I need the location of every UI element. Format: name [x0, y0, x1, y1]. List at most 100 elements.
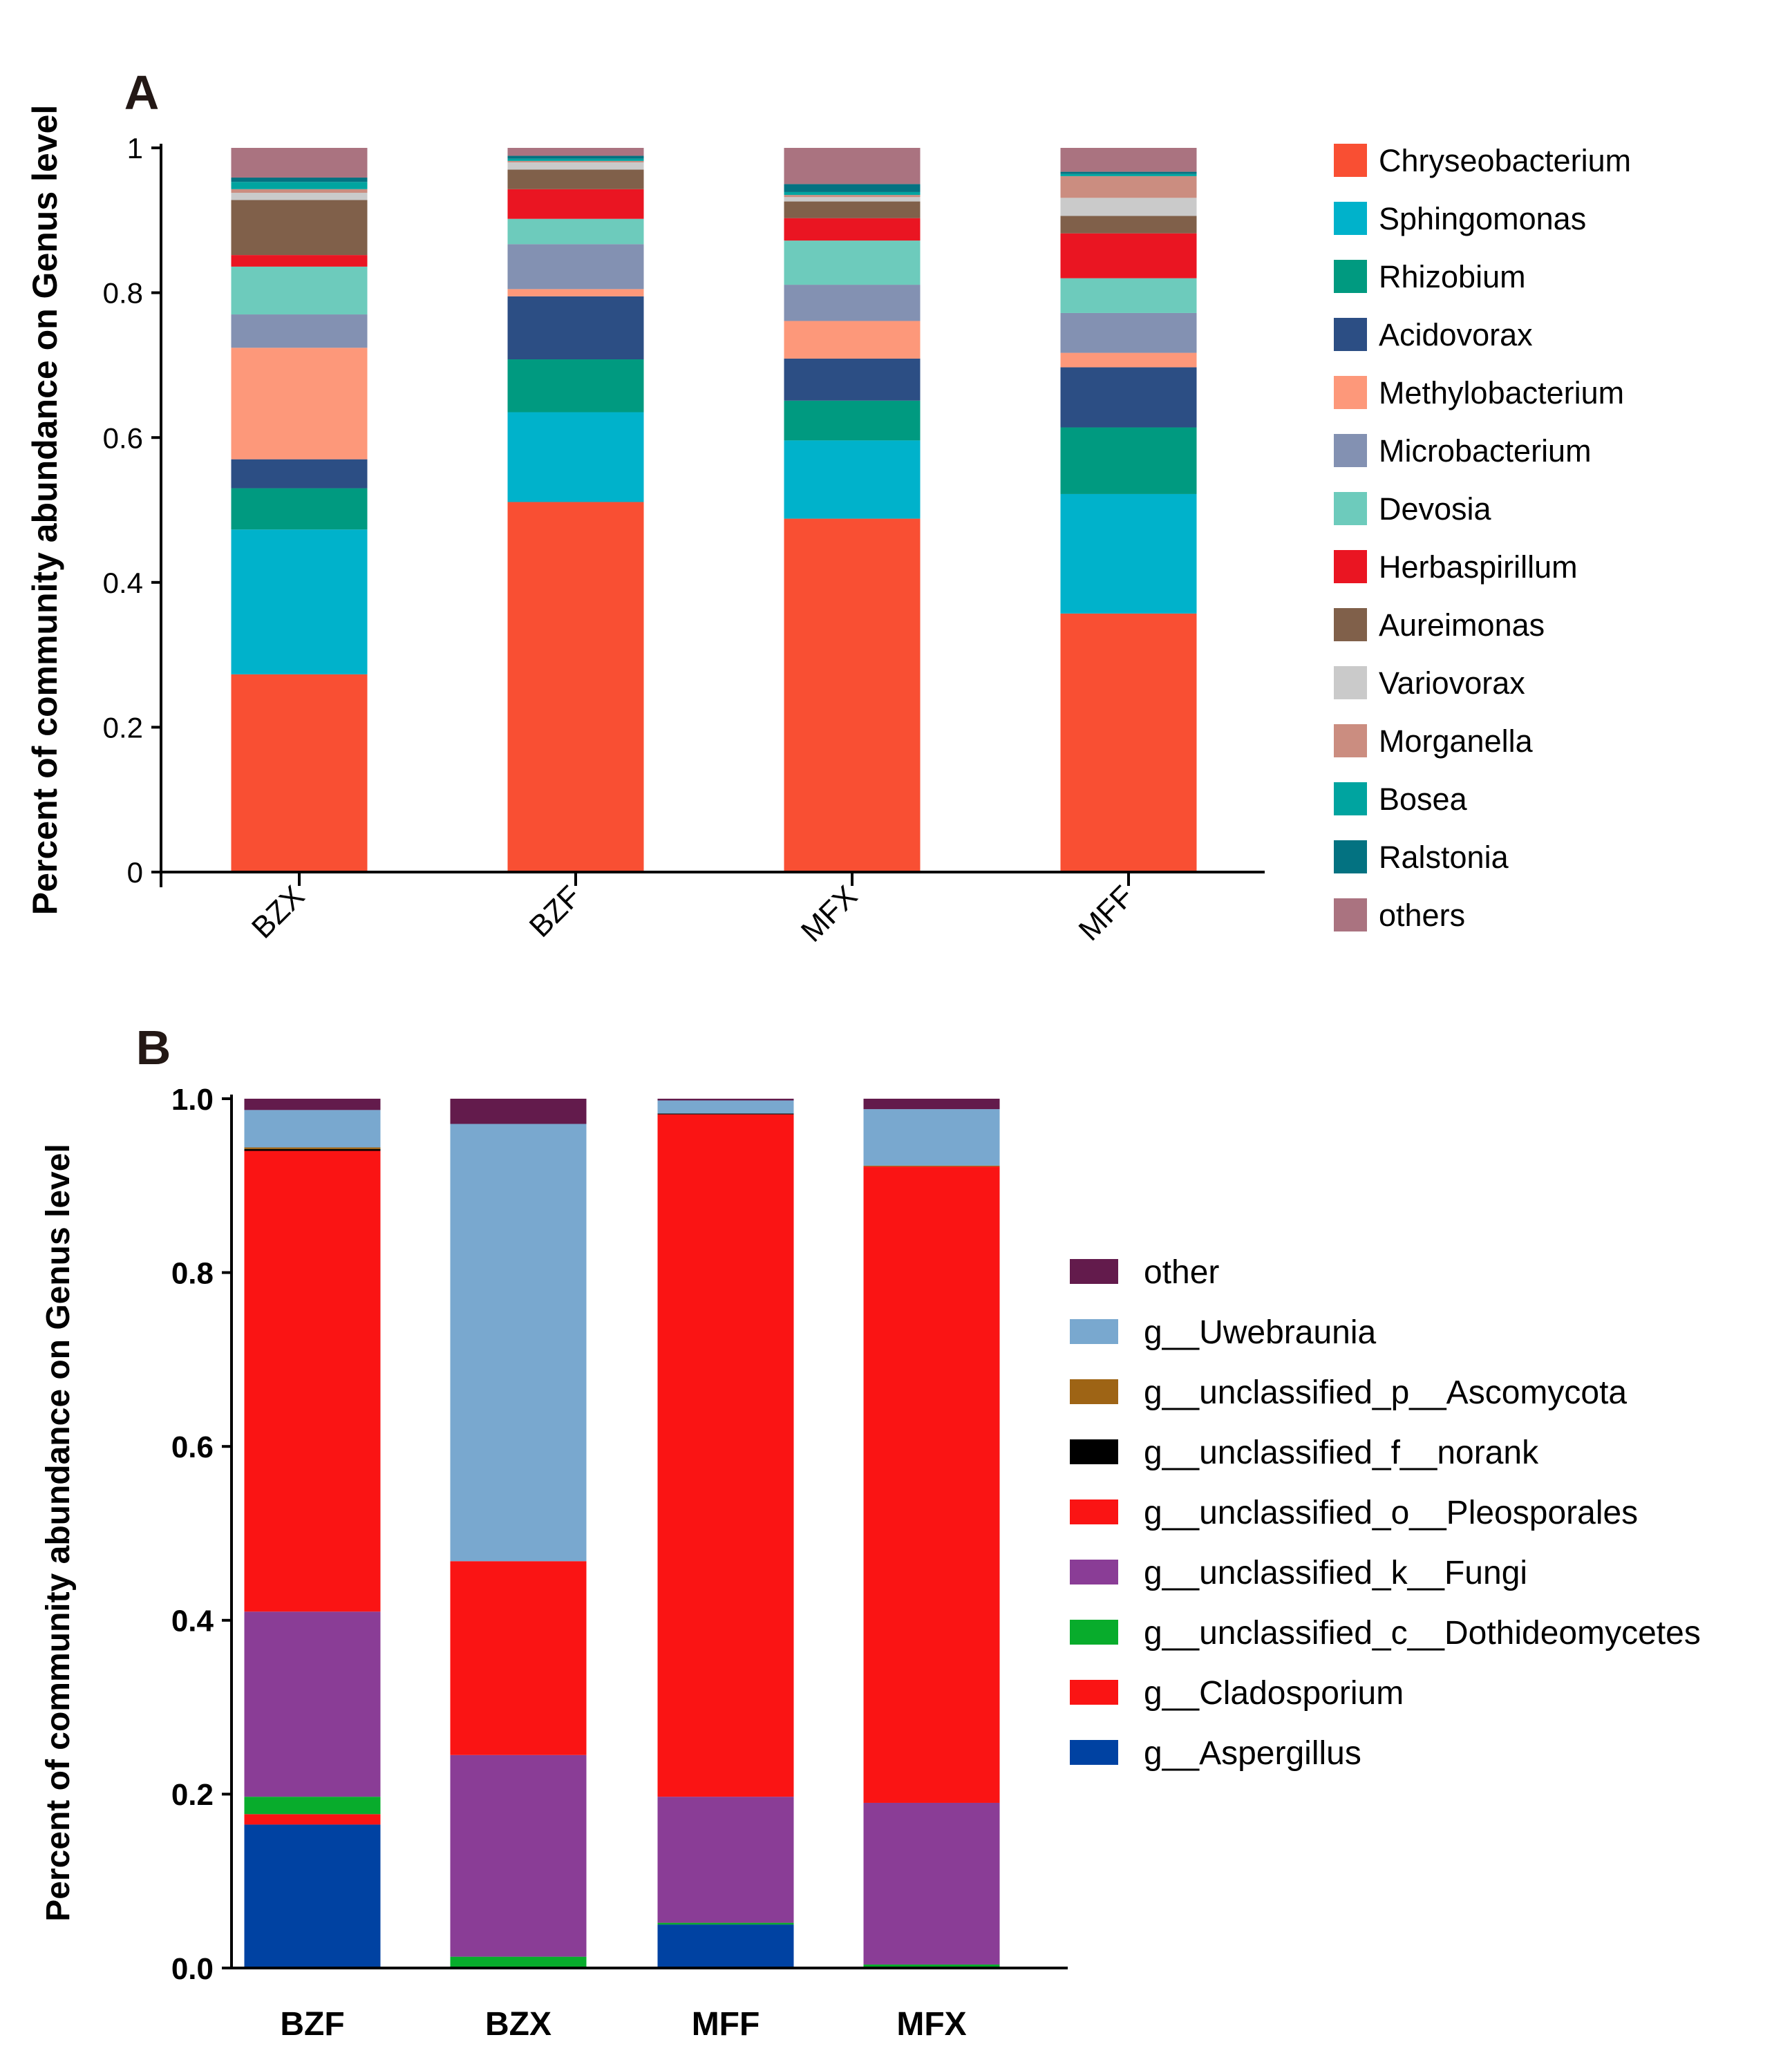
bar-segment-mff-methylobacterium	[1060, 352, 1197, 368]
bar-segment-mfx-other	[863, 1099, 1000, 1110]
bar-segment-bzf-other	[244, 1099, 381, 1110]
legend-swatch-microbacterium	[1334, 434, 1367, 467]
legend-swatch-methylobacterium	[1334, 376, 1367, 409]
legend-swatch-morganella	[1334, 724, 1367, 757]
bar-segment-mff-aureimonas	[1060, 216, 1197, 234]
bar-segment-bzx-bosea	[231, 182, 368, 189]
bar-segment-mff-devosia	[1060, 278, 1197, 313]
bar-segment-bzf-g-unclassified-k-fungi	[244, 1611, 381, 1797]
panel-a: A Percent of community abundance on Genus…	[26, 66, 1631, 949]
legend-label-sphingomonas: Sphingomonas	[1379, 201, 1586, 236]
y-tick-label: 0.4	[103, 567, 143, 599]
bar-segment-mff-acidovorax	[1060, 367, 1197, 428]
bar-segment-bzx-acidovorax	[231, 459, 368, 489]
bar-segment-mfx-devosia	[784, 240, 921, 285]
bar-segment-bzx-sphingomonas	[231, 529, 368, 674]
x-tick-label: MFX	[896, 2006, 966, 2043]
bar-segment-mfx-sphingomonas	[784, 440, 921, 519]
bar-segment-mff-morganella	[1060, 176, 1197, 198]
bar-segment-mfx-rhizobium	[784, 400, 921, 441]
bar-segment-bzx-other	[450, 1099, 587, 1124]
x-tick-label: MFF	[1072, 879, 1140, 947]
legend-label-g-cladosporium: g__Cladosporium	[1144, 1675, 1404, 1712]
y-axis-label: Percent of community abundance on Genus …	[26, 105, 64, 916]
bar-stack-bzf	[507, 148, 644, 872]
bar-segment-mff-g-unclassified-c-dothideomycetes	[657, 1922, 794, 1925]
y-tick-label: 0.2	[171, 1778, 214, 1812]
bar-segment-mff-g-unclassified-f-norank	[657, 1113, 794, 1115]
legend-swatch-variovorax	[1334, 666, 1367, 699]
legend-swatch-other	[1070, 1259, 1118, 1284]
bar-segment-bzf-others	[507, 148, 644, 156]
bar-segment-bzf-g-cladosporium	[244, 1814, 381, 1825]
bar-segment-mff-g-unclassified-k-fungi	[657, 1797, 794, 1923]
legend-swatch-g-unclassified-o-pleosporales	[1070, 1499, 1118, 1524]
legend-label-g-unclassified-k-fungi: g__unclassified_k__Fungi	[1144, 1555, 1527, 1591]
legend-label-others: others	[1379, 898, 1465, 933]
bar-segment-bzf-g-unclassified-p-ascomycota	[244, 1147, 381, 1149]
bar-segment-mfx-morganella	[784, 195, 921, 198]
bar-stack-mfx	[863, 1099, 1000, 1968]
bar-segment-bzx-g-unclassified-k-fungi	[450, 1754, 587, 1957]
bar-segment-mfx-ralstonia	[784, 184, 921, 192]
legend-label-devosia: Devosia	[1379, 491, 1492, 527]
bar-segment-mfx-bosea	[784, 191, 921, 196]
bar-segment-bzf-ralstonia	[507, 155, 644, 159]
bar-segment-mfx-chryseobacterium	[784, 518, 921, 872]
bar-segment-bzx-chryseobacterium	[231, 674, 368, 872]
bar-segment-mff-bosea	[1060, 173, 1197, 176]
legend-label-microbacterium: Microbacterium	[1379, 433, 1592, 469]
bar-segment-bzx-g-uwebraunia	[450, 1124, 587, 1562]
bar-segment-mff-other	[657, 1099, 794, 1101]
bar-segment-mff-others	[1060, 148, 1197, 172]
y-tick-label: 0.6	[171, 1430, 214, 1464]
legend-swatch-others	[1334, 898, 1367, 931]
bar-segment-bzf-rhizobium	[507, 359, 644, 413]
bar-segment-mff-ralstonia	[1060, 171, 1197, 174]
bar-segment-mfx-variovorax	[784, 197, 921, 202]
y-tick-label: 0.8	[171, 1256, 214, 1290]
bar-segment-bzf-g-unclassified-f-norank	[244, 1148, 381, 1151]
bar-segment-mfx-microbacterium	[784, 285, 921, 321]
bar-segment-bzx-rhizobium	[231, 488, 368, 530]
bar-segment-mff-herbaspirillum	[1060, 233, 1197, 278]
legend-swatch-ralstonia	[1334, 840, 1367, 873]
bar-segment-mff-microbacterium	[1060, 312, 1197, 353]
legend-swatch-aureimonas	[1334, 608, 1367, 641]
legend-label-g-unclassified-c-dothideomycetes: g__unclassified_c__Dothideomycetes	[1144, 1615, 1701, 1652]
legend-swatch-herbaspirillum	[1334, 550, 1367, 583]
bar-stack-mff	[657, 1099, 794, 1968]
bar-segment-bzf-devosia	[507, 218, 644, 245]
bar-segment-bzf-g-uwebraunia	[244, 1110, 381, 1148]
bar-segment-mfx-acidovorax	[784, 358, 921, 401]
legend-swatch-g-unclassified-f-norank	[1070, 1439, 1118, 1464]
legend-swatch-sphingomonas	[1334, 202, 1367, 235]
legend-label-acidovorax: Acidovorax	[1379, 317, 1533, 352]
bar-segment-mff-g-unclassified-o-pleosporales	[657, 1114, 794, 1797]
legend: other g__Uwebraunia g__unclassified_p__Asc…	[1070, 1254, 1701, 1772]
x-tick-label: BZF	[523, 879, 587, 943]
panel-b: B Percent of community abundance on Genus…	[40, 1021, 1701, 2043]
bar-segment-mfx-g-unclassified-o-pleosporales	[863, 1166, 1000, 1803]
legend-swatch-rhizobium	[1334, 260, 1367, 293]
bar-segment-bzf-g-aspergillus	[244, 1824, 381, 1968]
legend-label-variovorax: Variovorax	[1379, 665, 1525, 701]
bar-segment-bzx-devosia	[231, 266, 368, 315]
bar-segment-bzf-acidovorax	[507, 296, 644, 360]
bar-segment-bzf-sphingomonas	[507, 412, 644, 502]
bar-segment-mff-chryseobacterium	[1060, 613, 1197, 872]
bar-segment-mfx-g-unclassified-c-dothideomycetes	[863, 1964, 1000, 1968]
legend-swatch-bosea	[1334, 782, 1367, 815]
y-tick-label: 1	[127, 132, 143, 164]
legend-swatch-g-aspergillus	[1070, 1740, 1118, 1765]
legend-swatch-devosia	[1334, 492, 1367, 525]
legend-label-methylobacterium: Methylobacterium	[1379, 375, 1624, 410]
x-tick-label: MFF	[692, 2006, 760, 2043]
y-tick-label: 0.6	[103, 422, 143, 454]
bar-segment-bzf-g-unclassified-o-pleosporales	[244, 1151, 381, 1612]
legend-swatch-g-unclassified-p-ascomycota	[1070, 1379, 1118, 1404]
bar-segment-bzf-methylobacterium	[507, 289, 644, 296]
y-tick-label: 0.8	[103, 277, 143, 310]
legend-label-g-uwebraunia: g__Uwebraunia	[1144, 1314, 1377, 1351]
